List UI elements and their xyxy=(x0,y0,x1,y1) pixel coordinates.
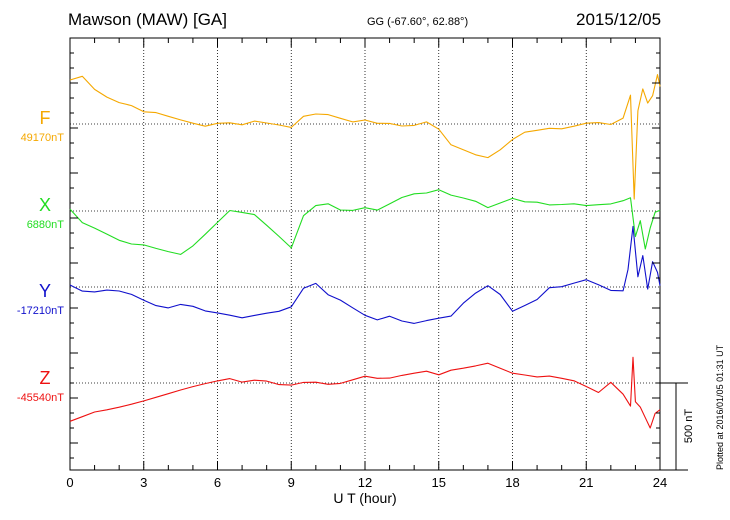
x-tick-label-18: 18 xyxy=(505,475,519,490)
x-tick-label-15: 15 xyxy=(432,475,446,490)
channel-labels: F 49170nT X 6880nT Y -17210nT Z -45540nT xyxy=(17,108,64,404)
channel-baseline-Y: -17210nT xyxy=(17,305,64,317)
station-coordinates: GG (-67.60°, 62.88°) xyxy=(367,16,469,28)
channel-baseline-Z: -45540nT xyxy=(17,392,64,404)
x-axis-label: U T (hour) xyxy=(333,490,396,506)
x-tick-label-9: 9 xyxy=(288,475,295,490)
series-line-Z xyxy=(69,356,661,429)
series-line-Y xyxy=(69,225,661,324)
channel-baseline-X: 6880nT xyxy=(27,219,65,231)
x-ticks: 0 3 6 9 12 15 18 21 24 xyxy=(66,38,667,490)
x-tick-label-12: 12 xyxy=(358,475,372,490)
series-line-F xyxy=(69,74,661,200)
series-lines xyxy=(69,74,661,429)
vertical-grid xyxy=(143,38,587,470)
scale-bar-label: 500 nT xyxy=(683,409,695,444)
channel-name-Y: Y xyxy=(39,281,51,301)
channel-name-X: X xyxy=(39,195,51,215)
channel-name-Z: Z xyxy=(40,368,51,388)
station-title: Mawson (MAW) [GA] xyxy=(68,10,227,29)
channel-name-F: F xyxy=(40,108,51,128)
x-tick-label-24: 24 xyxy=(653,475,667,490)
channel-baseline-F: 49170nT xyxy=(21,132,65,144)
x-tick-label-6: 6 xyxy=(214,475,221,490)
scale-bar: 500 nT xyxy=(660,382,695,471)
plotted-timestamp: Plotted at 2016/01/05 01:31 UT xyxy=(715,344,725,470)
x-tick-label-3: 3 xyxy=(140,475,147,490)
x-tick-label-21: 21 xyxy=(579,475,593,490)
chart-date: 2015/12/05 xyxy=(576,10,662,29)
series-line-X xyxy=(69,189,661,255)
x-tick-label-0: 0 xyxy=(66,475,73,490)
baselines xyxy=(70,123,660,384)
